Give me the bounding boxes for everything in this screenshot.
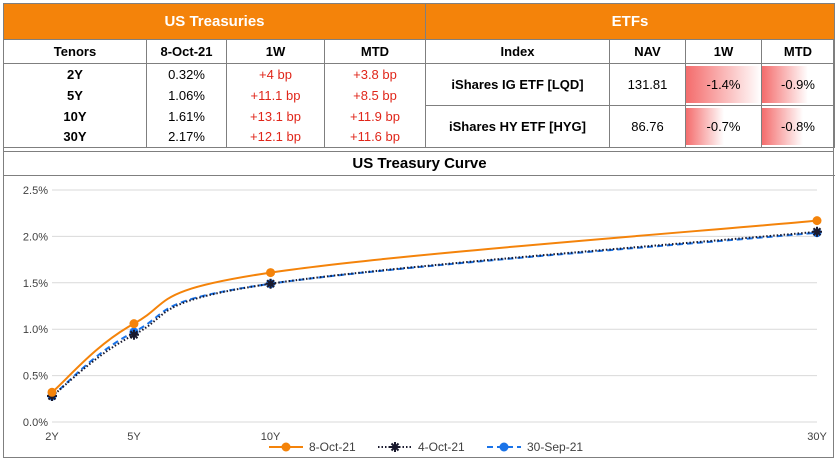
col-mtd: MTD [324, 39, 426, 64]
col-etf-mtd: MTD [761, 39, 835, 64]
etf-index-cell: iShares HY ETF [HYG] [425, 105, 610, 148]
etf-mtd-cell: -0.8% [761, 105, 835, 148]
etf-nav-cell: 131.81 [609, 63, 686, 106]
etfs-header: ETFs [425, 3, 835, 40]
mtd-cell: +11.9 bp [324, 105, 426, 127]
tenor-cell: 10Y [3, 105, 147, 127]
x-tick-label: 5Y [127, 431, 141, 443]
treasury-curve-chart: US Treasury Curve 0.0% 0.5% 1.0% 1.5% 2.0% 2.… [3, 151, 835, 458]
etf-mtd-bar [762, 108, 804, 145]
data-point [812, 216, 822, 226]
tenor-cell: 2Y [3, 63, 147, 85]
x-tick-label: 2Y [45, 431, 59, 443]
etf-mtd-bar [762, 66, 809, 103]
col-index: Index [425, 39, 610, 64]
series-line [51, 219, 818, 394]
legend-label: 4-Oct-21 [418, 440, 465, 454]
data-point [265, 278, 276, 289]
etf-w1-value: -0.7% [706, 119, 741, 134]
legend-label: 30-Sep-21 [527, 440, 583, 454]
w1-cell: +12.1 bp [226, 126, 325, 148]
col-nav: NAV [609, 39, 686, 64]
legend-marker [281, 442, 291, 452]
chart-svg: 0.0% 0.5% 1.0% 1.5% 2.0% 2.5% 2Y 5Y 10Y 30Y 8-Oct-… [23, 185, 828, 454]
etf-mtd-value: -0.8% [781, 119, 815, 134]
mtd-cell: +3.8 bp [324, 63, 426, 85]
etf-mtd-value: -0.9% [781, 77, 815, 92]
treasuries-header: US Treasuries [3, 3, 426, 40]
yield-cell: 0.32% [146, 63, 227, 85]
col-tenors: Tenors [3, 39, 147, 64]
y-tick-label: 0.5% [23, 371, 48, 383]
etf-nav-cell: 86.76 [609, 105, 686, 148]
x-tick-label: 10Y [261, 431, 281, 443]
legend-marker [499, 442, 509, 452]
etf-mtd-cell: -0.9% [761, 63, 835, 106]
y-tick-label: 2.5% [23, 185, 48, 197]
tenor-cell: 30Y [3, 126, 147, 148]
etf-w1-bar [686, 108, 724, 145]
legend-marker [390, 442, 400, 452]
data-point [47, 387, 57, 397]
series-line [51, 231, 818, 397]
chart-title: US Treasury Curve [4, 152, 835, 176]
data-point [266, 268, 276, 278]
y-tick-label: 1.0% [23, 324, 48, 336]
series-line [51, 230, 818, 397]
etf-w1-value: -1.4% [706, 77, 741, 92]
tenor-cell: 5Y [3, 84, 147, 106]
y-tick-label: 0.0% [23, 417, 48, 429]
mtd-cell: +11.6 bp [324, 126, 426, 148]
legend-label: 8-Oct-21 [309, 440, 356, 454]
w1-cell: +4 bp [226, 63, 325, 85]
col-1w: 1W [226, 39, 325, 64]
y-tick-label: 1.5% [23, 278, 48, 290]
etf-w1-cell: -0.7% [685, 105, 762, 148]
data-point [128, 329, 139, 340]
market-table: US Treasuries ETFs Tenors 8-Oct-21 1W MT… [3, 3, 835, 148]
yield-cell: 1.06% [146, 84, 227, 106]
data-point [812, 226, 822, 237]
yield-cell: 1.61% [146, 105, 227, 127]
etf-w1-bar [686, 66, 761, 103]
y-tick-label: 2.0% [23, 231, 48, 243]
x-tick-label: 30Y [807, 431, 827, 443]
yield-cell: 2.17% [146, 126, 227, 148]
etf-w1-cell: -1.4% [685, 63, 762, 106]
col-date: 8-Oct-21 [146, 39, 227, 64]
col-etf-1w: 1W [685, 39, 762, 64]
etf-index-cell: iShares IG ETF [LQD] [425, 63, 610, 106]
w1-cell: +13.1 bp [226, 105, 325, 127]
w1-cell: +11.1 bp [226, 84, 325, 106]
data-point [129, 319, 139, 329]
mtd-cell: +8.5 bp [324, 84, 426, 106]
